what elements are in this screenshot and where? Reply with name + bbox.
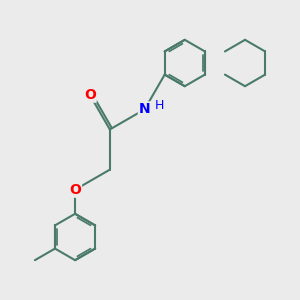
Text: N: N xyxy=(139,102,150,116)
Text: O: O xyxy=(84,88,96,102)
Text: H: H xyxy=(155,99,165,112)
Text: O: O xyxy=(69,183,81,197)
